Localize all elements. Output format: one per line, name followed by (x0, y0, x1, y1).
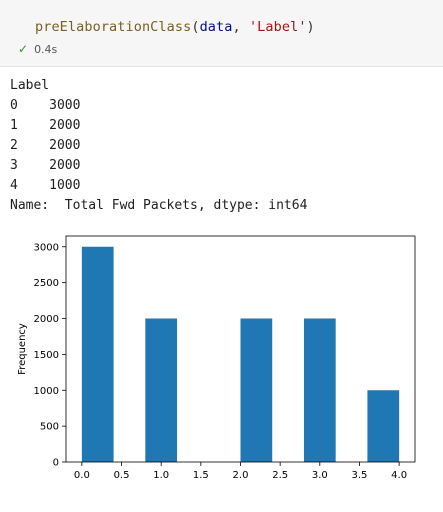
output-row: 3 2000 (10, 156, 307, 176)
y-tick-label: 0 (53, 458, 59, 469)
row-value: 2000 (49, 118, 81, 133)
x-tick-label: 3.0 (312, 470, 328, 481)
y-tick-label: 1500 (34, 350, 59, 361)
output-row: 4 1000 (10, 176, 307, 196)
row-value: 2000 (49, 158, 81, 173)
y-tick-label: 500 (40, 422, 59, 433)
row-value: 2000 (49, 138, 81, 153)
argument-label-string: 'Label' (248, 19, 307, 35)
x-tick-label: 3.5 (352, 470, 368, 481)
y-tick-label: 2500 (34, 278, 59, 289)
x-tick-label: 0.0 (74, 470, 90, 481)
y-axis-label: Frequency (17, 323, 28, 375)
function-name: preElaborationClass (35, 19, 192, 35)
histogram-bar (303, 318, 336, 462)
x-tick-label: 2.0 (233, 470, 249, 481)
execution-time: 0.4s (34, 43, 58, 56)
y-tick-label: 2000 (34, 314, 59, 325)
x-tick-label: 4.0 (391, 470, 407, 481)
histogram-bar (240, 318, 273, 462)
x-tick-label: 1.0 (153, 470, 169, 481)
row-index: 2 (10, 138, 18, 153)
code-line[interactable]: preElaborationClass(data, 'Label') (35, 19, 315, 35)
output-row: 2 2000 (10, 136, 307, 156)
argument-separator: , (232, 19, 249, 35)
output-footer: Name: Total Fwd Packets, dtype: int64 (10, 198, 308, 213)
row-index: 1 (10, 118, 18, 133)
row-index: 4 (10, 178, 18, 193)
row-index: 3 (10, 158, 18, 173)
row-value: 3000 (49, 98, 81, 113)
open-paren: ( (191, 19, 200, 35)
execution-status: ✓ 0.4s (18, 42, 57, 56)
close-paren: ) (306, 19, 315, 35)
output-header: Label (10, 78, 50, 93)
row-index: 0 (10, 98, 18, 113)
code-cell[interactable]: preElaborationClass(data, 'Label') ✓ 0.4s (0, 0, 443, 67)
histogram-svg: 0 500 1000 1500 2000 2500 3000 0.0 0.5 1.0 1.5 2.0 2… (17, 235, 416, 481)
cell-output: Label 0 3000 1 2000 2 2000 3 2000 4 1000 Name:… (10, 76, 307, 216)
x-tick-label: 1.5 (193, 470, 209, 481)
check-icon: ✓ (18, 42, 29, 56)
argument-data: data (199, 19, 233, 35)
output-row: 1 2000 (10, 116, 307, 136)
histogram-bar (145, 318, 178, 462)
histogram-bar (81, 246, 114, 462)
x-tick-label: 0.5 (114, 470, 130, 481)
y-tick-label: 3000 (34, 242, 59, 253)
histogram-bar (367, 390, 400, 462)
x-tick-label: 2.5 (272, 470, 288, 481)
output-row: 0 3000 (10, 96, 307, 116)
row-value: 1000 (49, 178, 81, 193)
histogram-chart: 0 500 1000 1500 2000 2500 3000 0.0 0.5 1.0 1.5 2.0 2… (0, 222, 443, 508)
y-tick-label: 1000 (34, 386, 59, 397)
